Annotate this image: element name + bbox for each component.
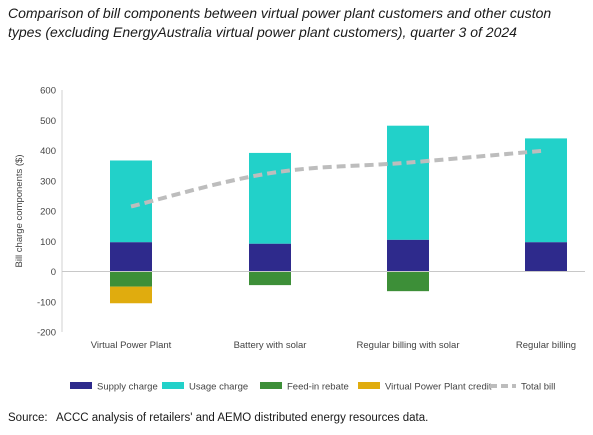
y-tick-label: 600 bbox=[40, 86, 56, 97]
y-tick-label: -100 bbox=[37, 297, 56, 308]
legend-label: Usage charge bbox=[189, 382, 248, 393]
bar-virtual-power-plant-credit bbox=[110, 286, 152, 304]
y-tick-label: 400 bbox=[40, 146, 56, 157]
bar-supply-charge bbox=[525, 242, 567, 272]
x-category-label: Virtual Power Plant bbox=[91, 340, 172, 351]
chart-title-line-2: types (excluding EnergyAustralia virtual… bbox=[8, 24, 517, 40]
x-category-label: Battery with solar bbox=[234, 340, 307, 351]
y-axis-title: Bill charge components ($) bbox=[14, 155, 25, 268]
legend-swatch bbox=[260, 382, 282, 389]
source-note: Source: ACCC analysis of retailers' and A… bbox=[8, 412, 428, 424]
y-tick-label: 500 bbox=[40, 116, 56, 127]
total-bill-line bbox=[130, 148, 547, 209]
bar-supply-charge bbox=[387, 239, 429, 272]
legend-label: Feed-in rebate bbox=[287, 382, 349, 393]
source-text: ACCC analysis of retailers' and AEMO dis… bbox=[56, 412, 429, 424]
bar-feed-in-rebate bbox=[387, 271, 429, 292]
source-label: Source: bbox=[8, 412, 48, 424]
bar-usage-charge bbox=[525, 138, 567, 243]
y-tick-label: 300 bbox=[40, 176, 56, 187]
x-category-label: Regular billing with solar bbox=[357, 340, 460, 351]
bar-usage-charge bbox=[387, 125, 429, 240]
legend-label: Total bill bbox=[521, 382, 555, 393]
legend-swatch bbox=[162, 382, 184, 389]
x-category-label: Regular billing bbox=[516, 340, 576, 351]
y-tick-label: 100 bbox=[40, 237, 56, 248]
bar-usage-charge bbox=[249, 152, 291, 244]
bar-supply-charge bbox=[110, 242, 152, 272]
chart-title-line-1: Comparison of bill components between vi… bbox=[8, 5, 552, 21]
y-tick-label: 200 bbox=[40, 207, 56, 218]
legend-label: Supply charge bbox=[97, 382, 158, 393]
legend-swatch bbox=[70, 382, 92, 389]
legend-swatch bbox=[358, 382, 380, 389]
y-tick-label: -200 bbox=[37, 328, 56, 339]
bar-feed-in-rebate bbox=[110, 271, 152, 287]
bar-feed-in-rebate bbox=[249, 271, 291, 286]
chart-title: Comparison of bill components between vi… bbox=[8, 4, 588, 42]
y-tick-label: 0 bbox=[51, 267, 56, 278]
bar-supply-charge bbox=[249, 243, 291, 272]
legend-label: Virtual Power Plant credit bbox=[385, 382, 492, 393]
